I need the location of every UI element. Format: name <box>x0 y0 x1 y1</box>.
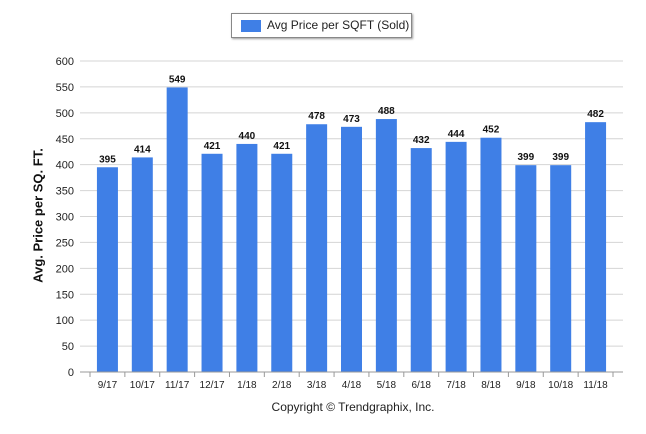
axes <box>80 371 623 377</box>
bar <box>96 167 118 372</box>
legend: Avg Price per SQFT (Sold) <box>231 13 412 38</box>
y-tick-label: 600 <box>56 56 74 68</box>
bar <box>410 148 432 372</box>
bar <box>550 165 572 372</box>
data-label: 421 <box>273 141 290 152</box>
data-label: 414 <box>134 144 151 155</box>
x-tick-label: 7/18 <box>446 380 466 391</box>
data-label: 478 <box>308 111 325 122</box>
data-label: 421 <box>204 141 221 152</box>
y-axis-title: Avg. Price per SQ. FT. <box>30 148 46 283</box>
data-label: 452 <box>483 125 500 136</box>
y-tick-label: 250 <box>56 237 74 249</box>
x-tick-label: 10/17 <box>130 380 155 391</box>
y-tick-label: 200 <box>56 263 74 275</box>
data-label: 473 <box>343 114 360 125</box>
data-label: 399 <box>552 152 569 163</box>
data-labels: 395 414 549 421 440 421 478 473 488 432 444 452 399 3… <box>99 74 604 165</box>
bar <box>306 124 328 372</box>
x-tick-label: 2/18 <box>272 380 292 391</box>
bar <box>480 137 502 372</box>
data-label: 399 <box>517 152 534 163</box>
data-label: 395 <box>99 154 116 165</box>
x-tick-label: 3/18 <box>307 380 327 391</box>
y-tick-label: 550 <box>56 82 74 94</box>
y-tick-label: 400 <box>56 160 74 172</box>
y-tick-label: 300 <box>56 212 74 224</box>
bar <box>341 126 362 372</box>
data-label: 549 <box>169 74 186 85</box>
x-tick-label: 11/18 <box>583 380 608 391</box>
x-tick-label: 1/18 <box>237 380 257 391</box>
y-tick-label: 0 <box>68 367 74 379</box>
y-tick-label: 100 <box>56 315 74 327</box>
x-tick-label: 9/18 <box>516 380 536 391</box>
data-label: 444 <box>448 129 465 140</box>
bar <box>375 119 397 372</box>
bar <box>271 153 293 372</box>
bars <box>96 87 607 372</box>
x-tick-label: 6/18 <box>411 380 431 391</box>
x-tick-label: 12/17 <box>200 380 225 391</box>
bar <box>236 143 258 372</box>
x-tick-labels: 9/17 10/17 11/17 12/17 1/18 2/18 3/18 4/18 5/18 6… <box>98 380 608 391</box>
x-tick-label: 8/18 <box>481 380 501 391</box>
legend-swatch <box>241 20 261 32</box>
data-label: 488 <box>378 106 395 117</box>
copyright-text: Copyright © Trendgraphix, Inc. <box>271 400 435 414</box>
data-label: 432 <box>413 135 430 146</box>
footer: Copyright © Trendgraphix, Inc. <box>0 400 646 414</box>
y-tick-label: 500 <box>56 108 74 120</box>
bar <box>166 87 188 372</box>
x-tick-label: 11/17 <box>165 380 190 391</box>
x-tick-label: 5/18 <box>377 380 397 391</box>
y-tick-label: 350 <box>56 186 74 198</box>
y-tick-labels: 0 50 100 150 200 250 300 350 400 450 500 550 600 <box>56 56 74 379</box>
y-tick-label: 450 <box>56 134 74 146</box>
data-label: 482 <box>587 109 604 120</box>
x-tick-label: 4/18 <box>342 380 362 391</box>
bar <box>445 141 467 372</box>
bar <box>131 157 153 372</box>
y-tick-label: 150 <box>56 289 74 301</box>
x-tick-label: 9/17 <box>98 380 118 391</box>
bar <box>201 153 223 372</box>
bar <box>585 122 607 372</box>
bar <box>515 165 537 372</box>
legend-label: Avg Price per SQFT (Sold) <box>267 18 410 32</box>
x-tick-label: 10/18 <box>548 380 573 391</box>
data-label: 440 <box>239 131 256 142</box>
y-tick-label: 50 <box>62 341 74 353</box>
